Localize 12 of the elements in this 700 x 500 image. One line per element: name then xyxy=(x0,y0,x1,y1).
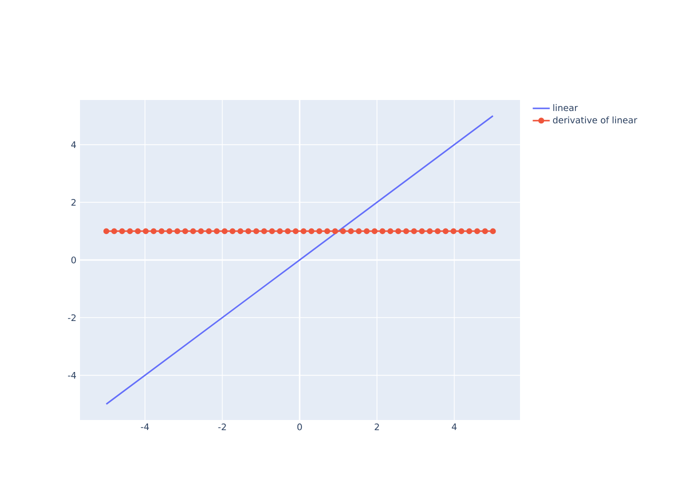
x-tick-label: 2 xyxy=(374,424,379,430)
x-tick-label: -4 xyxy=(140,424,149,430)
x-tick-label: 0 xyxy=(297,424,302,430)
legend-label: derivative of linear xyxy=(552,116,638,124)
y-tick-label: 4 xyxy=(71,141,76,148)
legend-label: linear xyxy=(553,104,578,112)
y-tick-label: -4 xyxy=(68,372,76,379)
x-tick-label: 4 xyxy=(452,424,457,430)
y-tick-label: 0 xyxy=(71,256,76,264)
x-tick-label: -2 xyxy=(218,424,226,430)
y-tick-label: 2 xyxy=(71,199,76,206)
y-tick-label: -2 xyxy=(68,314,76,321)
